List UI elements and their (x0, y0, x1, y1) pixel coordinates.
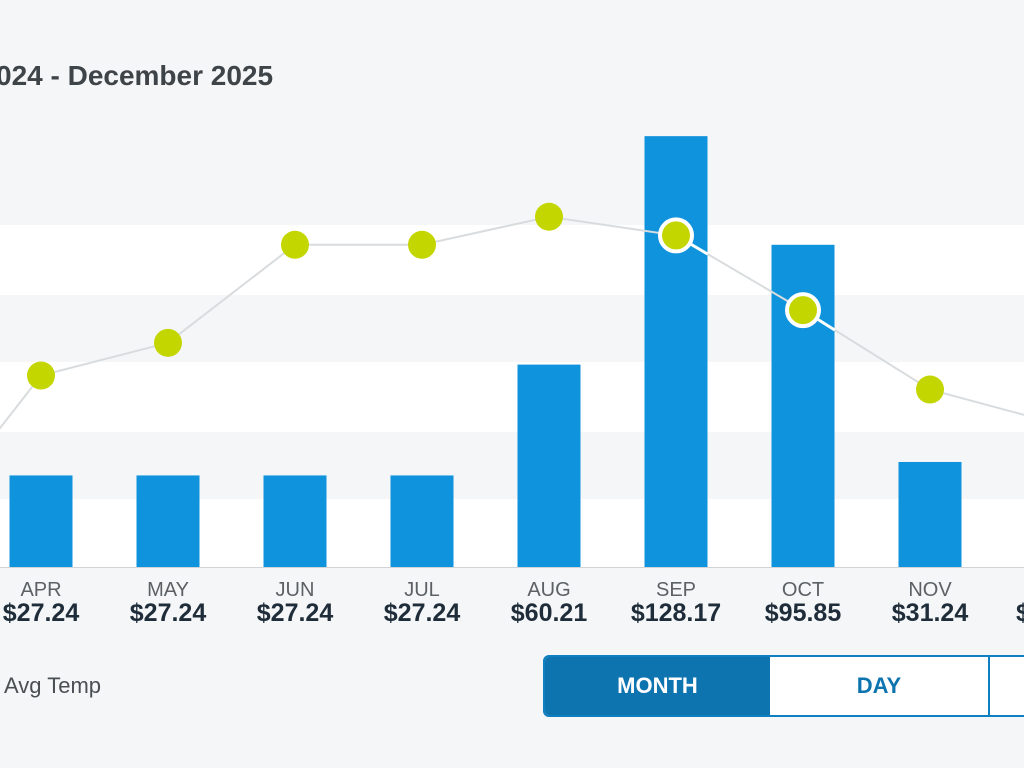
temp-point-aug (535, 202, 563, 231)
grid-band-1 (0, 225, 1024, 295)
chart-title: 024 - December 2025 (0, 60, 274, 91)
bar-jun (263, 475, 327, 567)
month-label-oct: OCT (782, 579, 824, 601)
amount-label-jun: $27.24 (257, 599, 334, 627)
axis-labels: APR$27.24MAY$27.24JUN$27.24JUL$27.24AUG$… (3, 579, 1024, 627)
temp-point-sep (658, 217, 694, 254)
amount-label-oct: $95.85 (765, 599, 842, 627)
grid-band-2 (0, 362, 1024, 432)
bar-apr (9, 475, 73, 567)
temp-point-may (154, 328, 182, 357)
temperature-series (0, 202, 1024, 430)
month-label-sep: SEP (656, 579, 696, 601)
usage-chart: APR$27.24MAY$27.24JUN$27.24JUL$27.24AUG$… (0, 136, 1024, 627)
temp-point-jul (408, 230, 436, 259)
month-label-apr: APR (20, 579, 61, 601)
amount-label-sep: $128.17 (631, 599, 721, 627)
bar-aug (517, 364, 581, 567)
bar-series (9, 136, 962, 567)
view-toggle: MONTH DAY (543, 655, 1024, 717)
legend-avg-temp: Avg Temp (4, 673, 102, 698)
temp-point-jun (281, 230, 309, 259)
month-label-aug: AUG (527, 579, 570, 601)
amount-label-jul: $27.24 (384, 599, 461, 627)
month-view-button[interactable]: MONTH (545, 657, 770, 715)
month-label-may: MAY (147, 579, 189, 601)
amount-label-apr: $27.24 (3, 599, 80, 627)
bar-nov (898, 461, 962, 567)
temp-point-oct (785, 292, 821, 329)
additional-view-button[interactable] (990, 657, 1024, 715)
month-label-jul: JUL (404, 579, 440, 601)
bar-jul (390, 475, 454, 567)
temperature-line (0, 215, 1024, 430)
amount-label-aug: $60.21 (511, 599, 588, 627)
bar-sep (644, 136, 708, 567)
day-view-button[interactable]: DAY (770, 657, 990, 715)
temp-point-nov (916, 375, 944, 404)
amount-label-partial: $ (1016, 599, 1024, 627)
amount-label-nov: $31.24 (892, 599, 969, 627)
month-label-nov: NOV (908, 579, 952, 601)
amount-label-may: $27.24 (130, 599, 207, 627)
bar-may (136, 475, 200, 567)
month-label-jun: JUN (276, 579, 315, 601)
temp-point-apr (27, 361, 55, 390)
